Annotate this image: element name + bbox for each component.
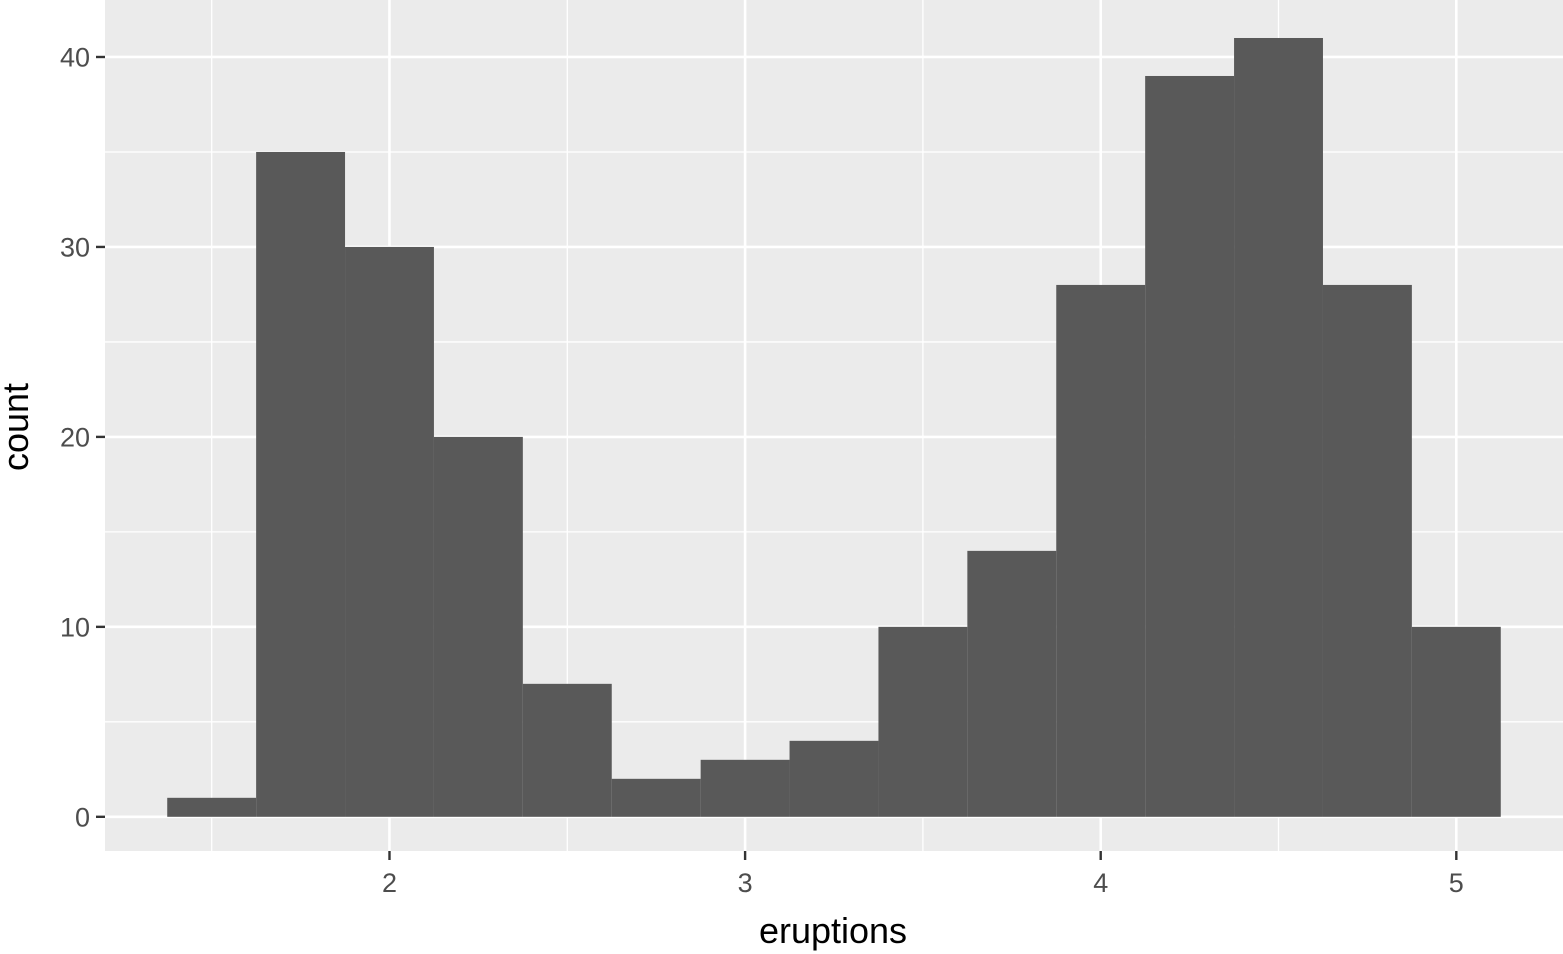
histogram-bar bbox=[1145, 75, 1235, 817]
x-axis-title: eruptions bbox=[759, 910, 907, 951]
histogram-bars bbox=[167, 37, 1501, 817]
histogram-bar bbox=[1056, 284, 1146, 817]
histogram-bar bbox=[522, 683, 612, 817]
histogram-bar bbox=[1234, 37, 1323, 817]
histogram-bar bbox=[878, 626, 968, 817]
y-axis: 0 10 20 30 40 bbox=[60, 42, 105, 832]
histogram-bar bbox=[433, 436, 523, 817]
x-tick-label: 3 bbox=[738, 868, 753, 898]
histogram-bar bbox=[967, 550, 1057, 817]
histogram-bar bbox=[1322, 284, 1412, 817]
x-tick-label: 5 bbox=[1449, 868, 1464, 898]
y-tick-label: 40 bbox=[60, 42, 90, 72]
histogram-bar bbox=[700, 759, 790, 817]
histogram-bar bbox=[256, 151, 346, 817]
histogram-bar bbox=[1411, 626, 1501, 817]
y-axis-title: count bbox=[0, 383, 36, 471]
y-tick-label: 30 bbox=[60, 232, 90, 262]
histogram-bar bbox=[167, 797, 257, 817]
histogram-bar bbox=[611, 778, 701, 817]
histogram-bar bbox=[345, 246, 434, 817]
y-tick-label: 10 bbox=[60, 612, 90, 642]
x-axis: 2 3 4 5 bbox=[382, 851, 1464, 898]
x-tick-label: 4 bbox=[1093, 868, 1108, 898]
histogram-bar bbox=[789, 740, 879, 817]
x-tick-label: 2 bbox=[382, 868, 397, 898]
y-tick-label: 20 bbox=[60, 422, 90, 452]
y-tick-label: 0 bbox=[75, 802, 90, 832]
